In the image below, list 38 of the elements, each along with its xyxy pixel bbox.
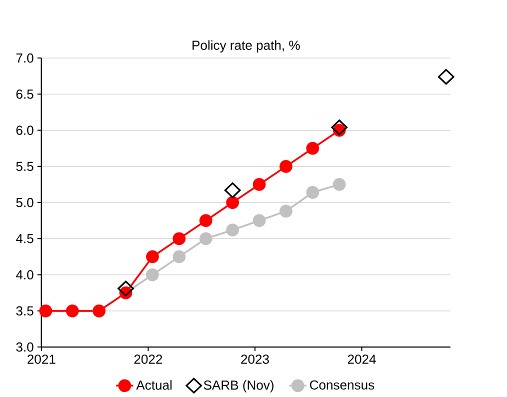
point — [306, 142, 320, 155]
point — [438, 68, 454, 85]
point — [199, 232, 212, 246]
point — [172, 250, 186, 264]
chart-title: Policy rate path, % — [192, 40, 300, 52]
point — [66, 304, 79, 318]
point — [146, 268, 159, 282]
point — [39, 304, 52, 318]
x-tick-label: 2021 — [28, 354, 56, 364]
y-tick-label: 3.0 — [16, 342, 34, 352]
point — [226, 196, 239, 209]
y-tick-label: 5.5 — [16, 162, 34, 171]
point — [331, 120, 348, 136]
point — [118, 280, 134, 296]
point — [252, 214, 266, 228]
point — [280, 204, 292, 218]
point — [199, 214, 212, 228]
legend-label: SARB (Nov) — [204, 380, 274, 392]
point — [226, 224, 239, 236]
point — [332, 178, 346, 191]
y-tick-label: 5.0 — [16, 198, 34, 208]
point — [172, 232, 186, 246]
y-tick-label: 3.5 — [16, 306, 34, 316]
point — [280, 160, 292, 173]
y-tick-label: 4.5 — [16, 234, 34, 244]
point — [252, 178, 266, 191]
x-tick-label: 2024 — [348, 354, 376, 364]
point — [306, 186, 320, 199]
y-tick-label: 4.0 — [16, 270, 34, 280]
x-tick-label: 2023 — [241, 354, 269, 364]
point — [224, 182, 241, 198]
y-tick-label: 7.0 — [16, 53, 34, 63]
legend-label: Actual — [136, 380, 172, 390]
point — [146, 250, 159, 264]
x-tick-label: 2022 — [134, 354, 162, 364]
y-tick-label: 6.5 — [16, 90, 34, 99]
legend-label: Consensus — [310, 380, 374, 390]
y-tick-label: 6.0 — [16, 126, 34, 135]
